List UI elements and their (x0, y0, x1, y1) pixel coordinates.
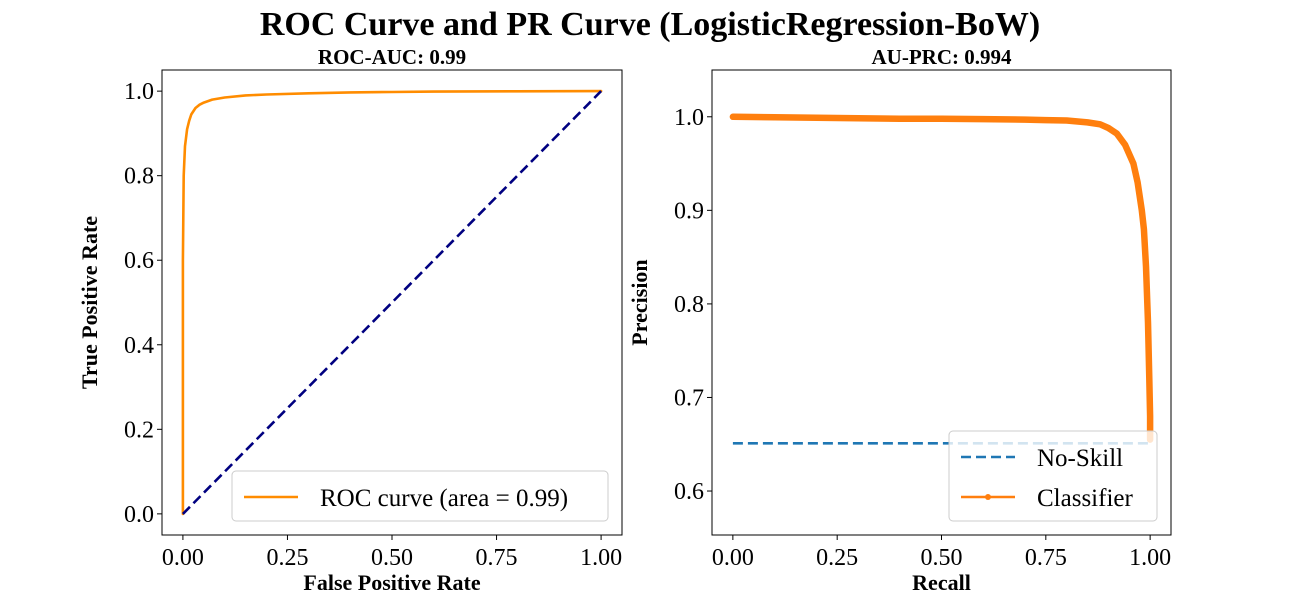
y-tick-label: 1.0 (674, 105, 704, 131)
x-tick-label: 0.00 (712, 545, 754, 571)
pr-chart: 0.00 0.25 0.50 0.75 1.00 0.6 0.7 0.8 0.9 1.0 AU-PR… (627, 45, 1172, 595)
y-tick-label: 0.6 (674, 479, 704, 505)
figure-title: ROC Curve and PR Curve (LogisticRegressi… (260, 6, 1040, 43)
y-axis-label: Precision (627, 259, 652, 345)
x-tick-label: 0.75 (476, 545, 518, 571)
x-tick-label: 0.25 (816, 545, 858, 571)
legend-label: Classifier (1037, 485, 1133, 512)
x-tick-label: 0.00 (162, 545, 204, 571)
legend-box (231, 470, 609, 522)
y-tick-label: 0.2 (124, 417, 154, 443)
y-tick-label: 1.0 (124, 79, 154, 105)
y-tick-label: 0.9 (674, 198, 704, 224)
legend: No-Skill Classifier (948, 430, 1158, 522)
x-axis-label: False Positive Rate (303, 570, 480, 595)
x-tick-label: 0.50 (371, 545, 413, 571)
series-group (181, 89, 603, 516)
y-axis-label: True Positive Rate (77, 216, 102, 389)
y-tick-label: 0.8 (124, 164, 154, 190)
classifier-line (729, 113, 1154, 443)
x-tick-label: 1.00 (1129, 545, 1171, 571)
x-tick-label: 0.25 (266, 545, 308, 571)
chance-diagonal-line (181, 90, 603, 515)
roc-chart: 0.00 0.25 0.50 0.75 1.00 0.0 0.2 0.4 0.6 0.8 1.0 RO… (77, 45, 623, 595)
x-tick-label: 0.50 (921, 545, 963, 571)
roc-curve-line (181, 89, 603, 516)
x-axis-label: Recall (912, 570, 971, 595)
y-tick-label: 0.4 (124, 333, 154, 359)
y-tick-label: 0.8 (674, 292, 704, 318)
y-tick-label: 0.7 (674, 385, 704, 411)
chart-title: AU-PRC: 0.994 (872, 45, 1012, 69)
legend: ROC curve (area = 0.99) (231, 470, 609, 522)
legend-marker (985, 494, 991, 500)
x-tick-label: 0.75 (1025, 545, 1067, 571)
y-tick-label: 0.0 (124, 502, 154, 528)
legend-box (948, 430, 1158, 522)
y-tick-label: 0.6 (124, 248, 154, 274)
legend-label: ROC curve (area = 0.99) (320, 485, 568, 512)
chart-title: ROC-AUC: 0.99 (318, 45, 466, 69)
x-tick-label: 1.00 (580, 545, 622, 571)
legend-label: No-Skill (1037, 445, 1123, 472)
